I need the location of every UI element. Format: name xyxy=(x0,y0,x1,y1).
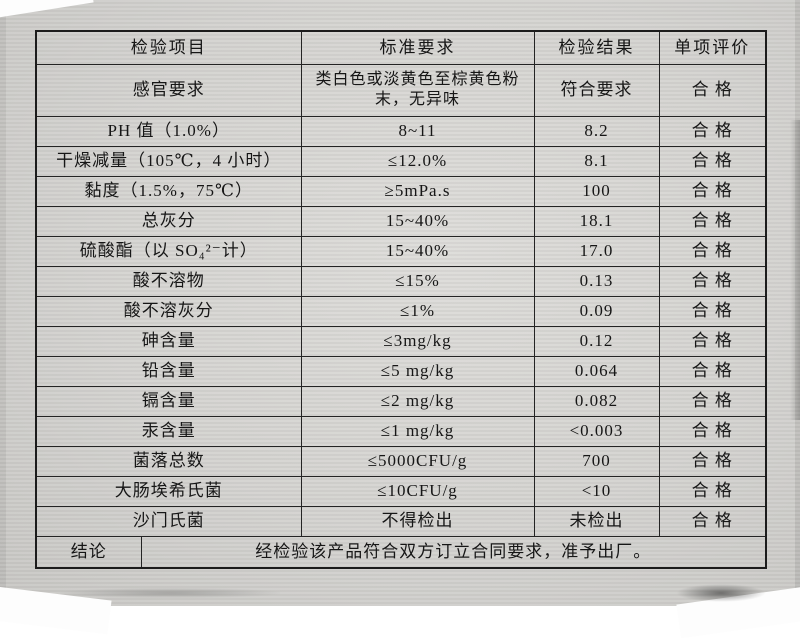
table-row: 汞含量 ≤1 mg/kg <0.003 合 格 xyxy=(35,415,767,447)
header-standard-requirement: 标准要求 xyxy=(300,30,535,65)
cell-item: 酸不溶物 xyxy=(35,265,302,297)
cell-result: 0.13 xyxy=(533,265,660,297)
cell-result: 未检出 xyxy=(533,505,660,537)
cell-item: 总灰分 xyxy=(35,205,302,237)
table-row: 砷含量 ≤3mg/kg 0.12 合 格 xyxy=(35,325,767,357)
cell-result: 符合要求 xyxy=(533,63,660,117)
cell-evaluation: 合 格 xyxy=(658,265,767,297)
cell-item: 镉含量 xyxy=(35,385,302,417)
cell-item: 感官要求 xyxy=(35,63,302,117)
cell-item: 黏度（1.5%，75℃） xyxy=(35,175,302,207)
cell-result: 0.082 xyxy=(533,385,660,417)
table-row: 总灰分 15~40% 18.1 合 格 xyxy=(35,205,767,237)
cell-result: 0.12 xyxy=(533,325,660,357)
table-row: 酸不溶物 ≤15% 0.13 合 格 xyxy=(35,265,767,297)
conclusion-label: 结论 xyxy=(35,535,142,569)
cell-evaluation: 合 格 xyxy=(658,475,767,507)
cell-evaluation: 合 格 xyxy=(658,175,767,207)
cell-standard: 15~40% xyxy=(300,235,535,267)
cell-item: 菌落总数 xyxy=(35,445,302,477)
header-single-evaluation: 单项评价 xyxy=(658,30,767,65)
cell-evaluation: 合 格 xyxy=(658,415,767,447)
header-inspection-result: 检验结果 xyxy=(533,30,660,65)
table-row: 硫酸酯（以 SO₄²⁻计） 15~40% 17.0 合 格 xyxy=(35,235,767,267)
cell-evaluation: 合 格 xyxy=(658,235,767,267)
cell-standard: ≤10CFU/g xyxy=(300,475,535,507)
cell-evaluation: 合 格 xyxy=(658,325,767,357)
table-row: 酸不溶灰分 ≤1% 0.09 合 格 xyxy=(35,295,767,327)
cell-result: 8.2 xyxy=(533,115,660,147)
table-row: 铅含量 ≤5 mg/kg 0.064 合 格 xyxy=(35,355,767,387)
cell-result: 0.064 xyxy=(533,355,660,387)
cell-item: 砷含量 xyxy=(35,325,302,357)
cell-standard: 8~11 xyxy=(300,115,535,147)
cell-evaluation: 合 格 xyxy=(658,115,767,147)
cell-standard: ≤15% xyxy=(300,265,535,297)
cell-result: 700 xyxy=(533,445,660,477)
cell-evaluation: 合 格 xyxy=(658,355,767,387)
table-row: 黏度（1.5%，75℃） ≥5mPa.s 100 合 格 xyxy=(35,175,767,207)
cell-item: 酸不溶灰分 xyxy=(35,295,302,327)
cell-evaluation: 合 格 xyxy=(658,145,767,177)
cell-result: 100 xyxy=(533,175,660,207)
conclusion-row: 结论 经检验该产品符合双方订立合同要求，准予出厂。 xyxy=(35,535,767,569)
cell-evaluation: 合 格 xyxy=(658,385,767,417)
cell-evaluation: 合 格 xyxy=(658,445,767,477)
inspection-report-table: 检验项目 标准要求 检验结果 单项评价 感官要求 类白色或淡黄色至棕黄色粉末，无… xyxy=(35,30,767,569)
cell-standard: ≤5000CFU/g xyxy=(300,445,535,477)
cell-standard: ≤3mg/kg xyxy=(300,325,535,357)
cell-result: 0.09 xyxy=(533,295,660,327)
cell-evaluation: 合 格 xyxy=(658,505,767,537)
cell-item: 大肠埃希氏菌 xyxy=(35,475,302,507)
table-row: 干燥减量（105℃，4 小时） ≤12.0% 8.1 合 格 xyxy=(35,145,767,177)
cell-item: 干燥减量（105℃，4 小时） xyxy=(35,145,302,177)
table-row: 感官要求 类白色或淡黄色至棕黄色粉末，无异味 符合要求 合 格 xyxy=(35,63,767,117)
table-row: PH 值（1.0%） 8~11 8.2 合 格 xyxy=(35,115,767,147)
scan-streak xyxy=(790,120,800,420)
table-row: 沙门氏菌 不得检出 未检出 合 格 xyxy=(35,505,767,537)
cell-standard: ≤1 mg/kg xyxy=(300,415,535,447)
scan-smudge xyxy=(676,584,766,602)
scan-edge-artifact-top-left xyxy=(0,0,94,22)
cell-result: 18.1 xyxy=(533,205,660,237)
cell-standard: 类白色或淡黄色至棕黄色粉末，无异味 xyxy=(300,63,535,117)
scan-smudge xyxy=(60,588,280,598)
table-row: 镉含量 ≤2 mg/kg 0.082 合 格 xyxy=(35,385,767,417)
cell-item: 汞含量 xyxy=(35,415,302,447)
cell-standard: ≤2 mg/kg xyxy=(300,385,535,417)
cell-result: <10 xyxy=(533,475,660,507)
cell-standard: ≤5 mg/kg xyxy=(300,355,535,387)
cell-evaluation: 合 格 xyxy=(658,63,767,117)
table-header-row: 检验项目 标准要求 检验结果 单项评价 xyxy=(35,30,767,65)
conclusion-text: 经检验该产品符合双方订立合同要求，准予出厂。 xyxy=(140,535,767,569)
cell-item: 沙门氏菌 xyxy=(35,505,302,537)
cell-item: 硫酸酯（以 SO₄²⁻计） xyxy=(35,235,302,267)
cell-evaluation: 合 格 xyxy=(658,295,767,327)
cell-standard: ≥5mPa.s xyxy=(300,175,535,207)
cell-item: 铅含量 xyxy=(35,355,302,387)
cell-result: <0.003 xyxy=(533,415,660,447)
table-row: 菌落总数 ≤5000CFU/g 700 合 格 xyxy=(35,445,767,477)
cell-standard: ≤12.0% xyxy=(300,145,535,177)
cell-result: 17.0 xyxy=(533,235,660,267)
cell-result: 8.1 xyxy=(533,145,660,177)
cell-evaluation: 合 格 xyxy=(658,205,767,237)
table-row: 大肠埃希氏菌 ≤10CFU/g <10 合 格 xyxy=(35,475,767,507)
cell-standard: ≤1% xyxy=(300,295,535,327)
cell-standard: 15~40% xyxy=(300,205,535,237)
header-inspection-item: 检验项目 xyxy=(35,30,302,65)
cell-item: PH 值（1.0%） xyxy=(35,115,302,147)
cell-standard: 不得检出 xyxy=(300,505,535,537)
